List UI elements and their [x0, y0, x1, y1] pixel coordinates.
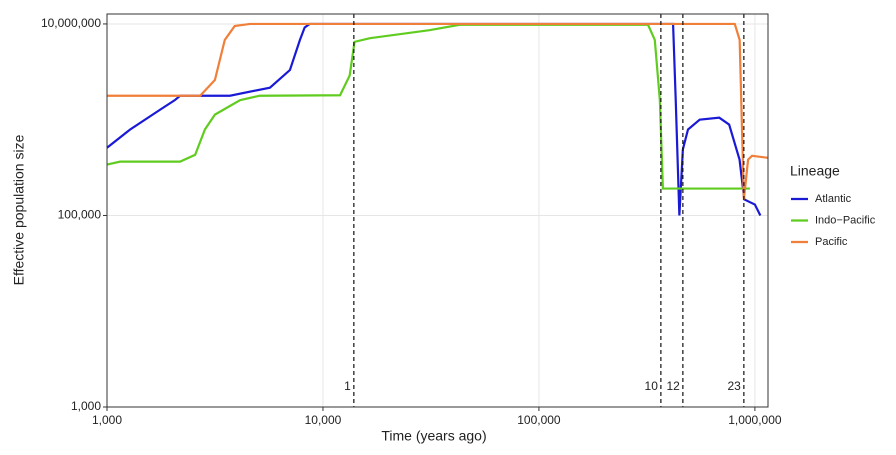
x-tick-label: 10,000 [305, 413, 342, 427]
y-tick-label: 100,000 [58, 208, 102, 222]
plot-border [106, 13, 769, 408]
annotation-label: 12 [667, 379, 681, 393]
legend-title: Lineage [790, 163, 840, 179]
annotation-label: 10 [645, 379, 659, 393]
series-line [107, 22, 769, 200]
legend-label: Atlantic [815, 193, 852, 205]
legend-label: Indo−Pacific [815, 214, 876, 226]
x-tick-label: 100,000 [517, 413, 561, 427]
legend-label: Pacific [815, 236, 848, 248]
x-tick-label: 1,000 [92, 413, 122, 427]
series-line [106, 23, 750, 190]
y-axis-title: Effective population size [11, 134, 27, 285]
y-tick-label: 10,000,000 [41, 16, 101, 30]
annotation-label: 1 [344, 379, 351, 393]
annotation-label: 23 [727, 379, 741, 393]
x-tick-label: 1,000,000 [728, 413, 782, 427]
x-axis-title: Time (years ago) [381, 428, 486, 444]
y-tick-label: 1,000 [71, 399, 101, 413]
